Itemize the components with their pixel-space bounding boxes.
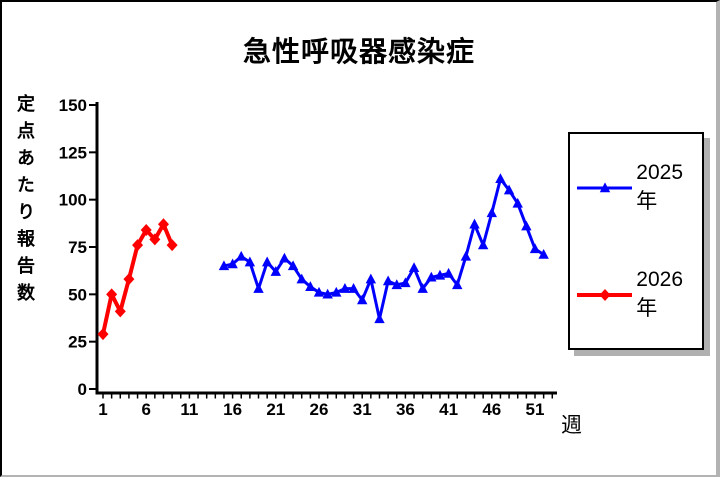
x-tick-label: 51 [526,400,545,419]
triangle-icon [599,181,611,192]
triangle-marker [331,286,342,297]
x-tick-label: 1 [98,400,107,419]
diamond-marker [132,239,144,252]
triangle-marker [244,256,256,267]
triangle-marker [339,283,351,293]
triangle-marker [529,243,541,254]
triangle-marker [452,279,463,290]
triangle-marker [287,260,299,271]
triangle-marker [322,288,333,299]
x-tick-label: 31 [353,400,372,419]
triangle-marker [218,260,230,271]
chart-title: 急性呼吸器感染症 [242,36,475,67]
legend-label: 2025年 [636,160,683,213]
legend-label: 2026年 [636,267,683,320]
diamond-marker [166,239,178,252]
x-axis-title: 週 [561,414,582,437]
triangle-marker [305,281,316,291]
series-line-2025年 [223,177,545,321]
triangle-marker [495,173,506,184]
triangle-marker [253,283,264,293]
x-tick-label: 41 [439,400,458,419]
axis-lines [95,102,557,395]
x-tick-label: 16 [223,400,242,419]
triangle-marker [227,258,238,269]
y-axis-title: 定点あたり報告数 [15,94,35,310]
diamond-marker [106,288,118,301]
triangle-marker [503,184,515,195]
triangle-marker [426,271,437,282]
diamond-marker [123,273,135,286]
triangle-marker [469,218,480,229]
triangle-marker [417,283,428,293]
triangle-marker [434,269,446,280]
diamond-icon [599,288,611,301]
triangle-marker [261,256,273,267]
triangle-marker [296,273,307,284]
triangle-marker [460,250,472,261]
triangle-marker [486,207,497,218]
y-tick-label: 150 [59,96,87,115]
triangle-marker [365,273,377,284]
triangle-marker [512,197,523,208]
legend-item-2025: 2025年 [570,161,702,215]
x-tick-label: 36 [396,400,415,419]
y-tick-label: 100 [59,191,87,210]
triangle-marker [374,313,385,324]
triangle-marker [477,239,489,250]
triangle-marker [236,250,247,261]
chart-legend: 2025年 2026年 [568,132,704,350]
diamond-marker [114,305,126,318]
triangle-marker [313,286,325,297]
diamond-marker [157,218,169,231]
triangle-marker [408,262,420,273]
x-tick-label: 26 [310,400,329,419]
triangle-marker [443,267,454,278]
legend-line-marker-icon [577,181,633,192]
x-tick-label: 46 [482,400,501,419]
diamond-marker [140,223,152,236]
triangle-marker [400,277,411,288]
triangle-marker [279,252,290,263]
triangle-marker [521,220,532,231]
triangle-marker [348,283,359,293]
triangle-marker [538,248,549,259]
x-tick-label: 21 [266,400,285,419]
triangle-marker [357,294,368,305]
legend-item-2026: 2026年 [570,268,702,322]
triangle-marker [382,275,394,286]
y-tick-label: 50 [68,285,87,304]
y-tick-label: 75 [68,238,87,257]
triangle-marker [270,266,281,276]
x-tick-label: 6 [141,400,150,419]
triangle-marker [391,279,402,290]
diamond-marker [97,328,109,341]
legend-line-marker-icon [577,288,633,301]
y-tick-label: 0 [78,380,87,399]
diamond-marker [149,233,161,246]
x-tick-label: 11 [180,400,198,419]
y-tick-label: 125 [59,143,87,162]
y-tick-label: 25 [68,333,87,352]
